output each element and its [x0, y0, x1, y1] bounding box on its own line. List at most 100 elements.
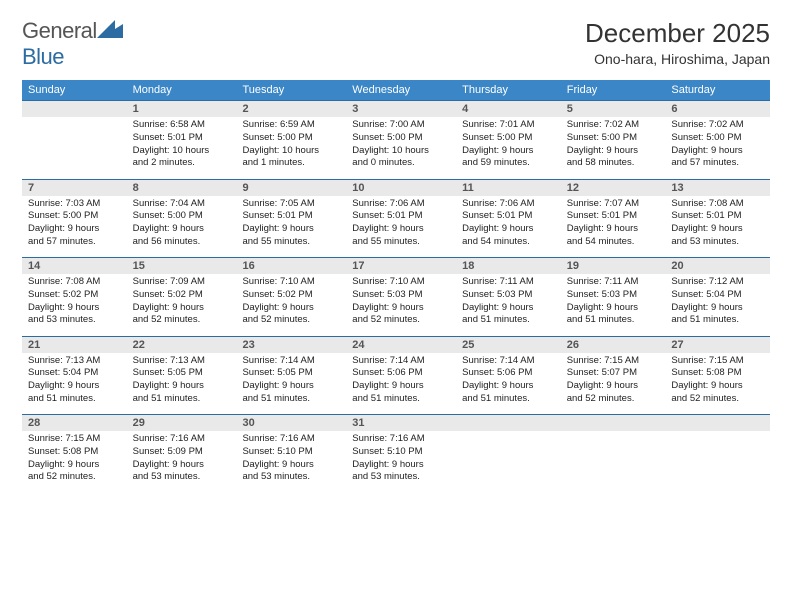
day-number-cell	[22, 101, 127, 118]
day-number-cell: 2	[236, 101, 346, 118]
day-number-cell: 4	[456, 101, 561, 118]
day-text: Sunrise: 6:58 AMSunset: 5:01 PMDaylight:…	[133, 119, 231, 170]
day-number-cell: 13	[665, 179, 770, 196]
dayhead-wed: Wednesday	[346, 80, 456, 101]
day-number-cell: 28	[22, 415, 127, 432]
day-text: Sunrise: 7:11 AMSunset: 5:03 PMDaylight:…	[462, 276, 555, 327]
day-text: Sunrise: 7:00 AMSunset: 5:00 PMDaylight:…	[352, 119, 450, 170]
calendar-body: 123456Sunrise: 6:58 AMSunset: 5:01 PMDay…	[22, 101, 770, 494]
week-number-row: 123456	[22, 101, 770, 118]
day-content-cell: Sunrise: 7:15 AMSunset: 5:08 PMDaylight:…	[22, 431, 127, 493]
day-content-cell: Sunrise: 6:59 AMSunset: 5:00 PMDaylight:…	[236, 117, 346, 179]
day-number-cell: 26	[561, 336, 666, 353]
day-text: Sunrise: 7:13 AMSunset: 5:05 PMDaylight:…	[133, 355, 231, 406]
day-text: Sunrise: 7:14 AMSunset: 5:05 PMDaylight:…	[242, 355, 340, 406]
day-text: Sunrise: 7:06 AMSunset: 5:01 PMDaylight:…	[352, 198, 450, 249]
day-text: Sunrise: 7:10 AMSunset: 5:03 PMDaylight:…	[352, 276, 450, 327]
day-text: Sunrise: 7:02 AMSunset: 5:00 PMDaylight:…	[567, 119, 660, 170]
day-content-cell: Sunrise: 7:15 AMSunset: 5:08 PMDaylight:…	[665, 353, 770, 415]
day-content-cell: Sunrise: 7:11 AMSunset: 5:03 PMDaylight:…	[561, 274, 666, 336]
day-text: Sunrise: 7:01 AMSunset: 5:00 PMDaylight:…	[462, 119, 555, 170]
day-number-cell: 20	[665, 258, 770, 275]
day-number-cell: 8	[127, 179, 237, 196]
day-number-cell: 30	[236, 415, 346, 432]
week-content-row: Sunrise: 7:03 AMSunset: 5:00 PMDaylight:…	[22, 196, 770, 258]
day-content-cell: Sunrise: 7:14 AMSunset: 5:06 PMDaylight:…	[346, 353, 456, 415]
day-content-cell: Sunrise: 7:16 AMSunset: 5:10 PMDaylight:…	[346, 431, 456, 493]
day-content-cell: Sunrise: 7:03 AMSunset: 5:00 PMDaylight:…	[22, 196, 127, 258]
day-number-cell: 23	[236, 336, 346, 353]
day-number-cell: 9	[236, 179, 346, 196]
day-text: Sunrise: 7:16 AMSunset: 5:10 PMDaylight:…	[242, 433, 340, 484]
day-text: Sunrise: 7:08 AMSunset: 5:02 PMDaylight:…	[28, 276, 121, 327]
day-number-cell	[561, 415, 666, 432]
day-number-cell: 17	[346, 258, 456, 275]
day-text: Sunrise: 7:13 AMSunset: 5:04 PMDaylight:…	[28, 355, 121, 406]
day-text: Sunrise: 7:15 AMSunset: 5:08 PMDaylight:…	[671, 355, 764, 406]
day-number-cell: 21	[22, 336, 127, 353]
brand-part2: Blue	[22, 44, 64, 69]
day-text: Sunrise: 7:09 AMSunset: 5:02 PMDaylight:…	[133, 276, 231, 327]
week-number-row: 78910111213	[22, 179, 770, 196]
dayhead-tue: Tuesday	[236, 80, 346, 101]
day-content-cell: Sunrise: 7:02 AMSunset: 5:00 PMDaylight:…	[561, 117, 666, 179]
day-content-cell: Sunrise: 7:08 AMSunset: 5:02 PMDaylight:…	[22, 274, 127, 336]
day-content-cell: Sunrise: 7:16 AMSunset: 5:10 PMDaylight:…	[236, 431, 346, 493]
day-text: Sunrise: 7:03 AMSunset: 5:00 PMDaylight:…	[28, 198, 121, 249]
brand-logo: GeneralBlue	[22, 18, 123, 70]
day-number-cell: 16	[236, 258, 346, 275]
day-content-cell: Sunrise: 7:07 AMSunset: 5:01 PMDaylight:…	[561, 196, 666, 258]
day-number-cell	[456, 415, 561, 432]
day-content-cell: Sunrise: 7:15 AMSunset: 5:07 PMDaylight:…	[561, 353, 666, 415]
day-number-cell: 19	[561, 258, 666, 275]
day-content-cell: Sunrise: 7:04 AMSunset: 5:00 PMDaylight:…	[127, 196, 237, 258]
dayhead-mon: Monday	[127, 80, 237, 101]
day-number-cell: 15	[127, 258, 237, 275]
day-number-cell: 12	[561, 179, 666, 196]
dayhead-sun: Sunday	[22, 80, 127, 101]
day-text: Sunrise: 7:14 AMSunset: 5:06 PMDaylight:…	[352, 355, 450, 406]
day-number-cell: 14	[22, 258, 127, 275]
day-number-cell: 10	[346, 179, 456, 196]
day-content-cell: Sunrise: 7:06 AMSunset: 5:01 PMDaylight:…	[456, 196, 561, 258]
title-block: December 2025 Ono-hara, Hiroshima, Japan	[585, 18, 770, 67]
day-content-cell: Sunrise: 7:10 AMSunset: 5:02 PMDaylight:…	[236, 274, 346, 336]
dayhead-sat: Saturday	[665, 80, 770, 101]
day-content-cell	[22, 117, 127, 179]
day-number-cell: 3	[346, 101, 456, 118]
day-header-row: Sunday Monday Tuesday Wednesday Thursday…	[22, 80, 770, 101]
day-number-cell: 25	[456, 336, 561, 353]
day-content-cell: Sunrise: 7:09 AMSunset: 5:02 PMDaylight:…	[127, 274, 237, 336]
day-content-cell: Sunrise: 6:58 AMSunset: 5:01 PMDaylight:…	[127, 117, 237, 179]
week-number-row: 14151617181920	[22, 258, 770, 275]
brand-text: GeneralBlue	[22, 18, 123, 70]
brand-part1: General	[22, 18, 97, 43]
week-content-row: Sunrise: 7:13 AMSunset: 5:04 PMDaylight:…	[22, 353, 770, 415]
day-text: Sunrise: 7:08 AMSunset: 5:01 PMDaylight:…	[671, 198, 764, 249]
dayhead-fri: Friday	[561, 80, 666, 101]
day-content-cell: Sunrise: 7:11 AMSunset: 5:03 PMDaylight:…	[456, 274, 561, 336]
day-content-cell: Sunrise: 7:10 AMSunset: 5:03 PMDaylight:…	[346, 274, 456, 336]
week-number-row: 21222324252627	[22, 336, 770, 353]
location-text: Ono-hara, Hiroshima, Japan	[585, 51, 770, 67]
day-text: Sunrise: 7:10 AMSunset: 5:02 PMDaylight:…	[242, 276, 340, 327]
calendar-table: Sunday Monday Tuesday Wednesday Thursday…	[22, 80, 770, 493]
week-content-row: Sunrise: 7:15 AMSunset: 5:08 PMDaylight:…	[22, 431, 770, 493]
day-text: Sunrise: 7:16 AMSunset: 5:10 PMDaylight:…	[352, 433, 450, 484]
day-content-cell: Sunrise: 7:00 AMSunset: 5:00 PMDaylight:…	[346, 117, 456, 179]
day-content-cell	[665, 431, 770, 493]
day-text: Sunrise: 7:04 AMSunset: 5:00 PMDaylight:…	[133, 198, 231, 249]
day-text: Sunrise: 7:02 AMSunset: 5:00 PMDaylight:…	[671, 119, 764, 170]
day-number-cell: 5	[561, 101, 666, 118]
day-content-cell: Sunrise: 7:02 AMSunset: 5:00 PMDaylight:…	[665, 117, 770, 179]
day-text: Sunrise: 7:15 AMSunset: 5:08 PMDaylight:…	[28, 433, 121, 484]
day-number-cell: 7	[22, 179, 127, 196]
month-title: December 2025	[585, 18, 770, 49]
day-text: Sunrise: 6:59 AMSunset: 5:00 PMDaylight:…	[242, 119, 340, 170]
day-number-cell: 31	[346, 415, 456, 432]
dayhead-thu: Thursday	[456, 80, 561, 101]
day-content-cell: Sunrise: 7:06 AMSunset: 5:01 PMDaylight:…	[346, 196, 456, 258]
day-content-cell	[561, 431, 666, 493]
day-number-cell	[665, 415, 770, 432]
day-content-cell: Sunrise: 7:16 AMSunset: 5:09 PMDaylight:…	[127, 431, 237, 493]
